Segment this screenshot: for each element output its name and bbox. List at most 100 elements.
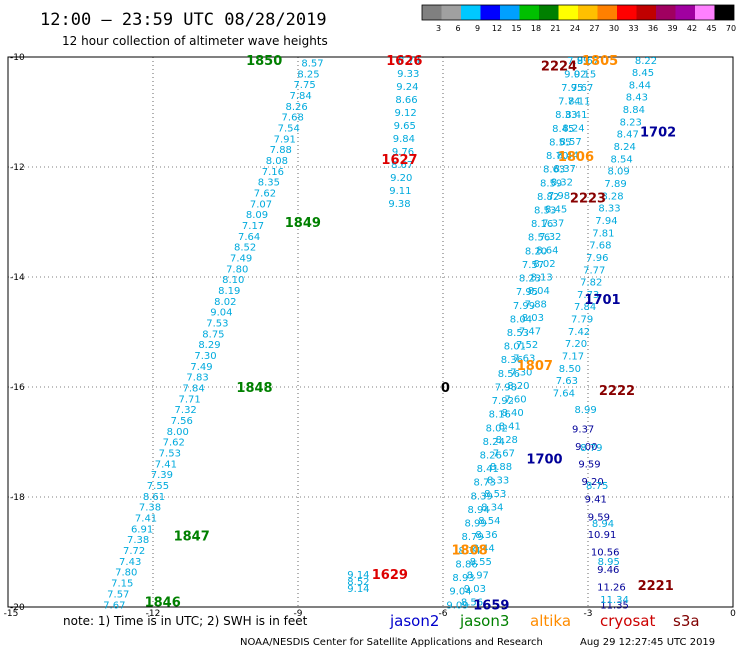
swh-value: 7.95 xyxy=(516,287,538,298)
pass-label: 1850 xyxy=(246,54,282,69)
footer-timestamp: Aug 29 12:27:45 UTC 2019 xyxy=(580,637,715,648)
swh-value: 9.12 xyxy=(395,108,417,119)
swh-value: 8.43 xyxy=(626,93,648,104)
swh-value: 8.97 xyxy=(467,570,489,581)
chart-subtitle: 12 hour collection of altimeter wave hei… xyxy=(62,34,328,48)
colorbar-label: 36 xyxy=(648,24,658,33)
swh-tracks: 8.578.257.757.848.267.687.547.917.888.08… xyxy=(103,56,657,612)
swh-value: 7.17 xyxy=(242,221,264,232)
swh-value: 7.68 xyxy=(282,113,304,124)
swh-value: 9.00 xyxy=(575,442,597,453)
swh-value: 8.11 xyxy=(568,96,590,107)
swh-value: 8.52 xyxy=(347,577,369,588)
swh-value: 7.99 xyxy=(567,56,589,67)
swh-value: 7.52 xyxy=(516,340,538,351)
colorbar-label: 3 xyxy=(436,24,441,33)
swh-value: 8.22 xyxy=(635,56,657,67)
x-tick-label: -12 xyxy=(146,609,161,619)
swh-value: 7.95 xyxy=(561,83,583,94)
swh-value: 7.32 xyxy=(175,405,197,416)
pass-label: 1846 xyxy=(145,596,181,611)
swh-value: 8.79 xyxy=(461,532,483,543)
satellite-legend-item: jason3 xyxy=(459,612,509,630)
swh-value: 7.84 xyxy=(289,91,311,102)
swh-value: 7.64 xyxy=(238,232,260,243)
swh-value: 7.41 xyxy=(155,459,177,470)
swh-value: 8.95 xyxy=(598,557,620,568)
swh-value: 8.34 xyxy=(481,503,503,514)
x-tick-label: -9 xyxy=(294,609,303,619)
swh-value: 8.64 xyxy=(536,245,558,256)
swh-value: 8.29 xyxy=(198,340,220,351)
swh-value: 9.04 xyxy=(449,587,471,598)
swh-value: 7.30 xyxy=(194,351,216,362)
swh-value: 7.43 xyxy=(119,557,141,568)
swh-value: 8.33 xyxy=(487,476,509,487)
colorbar-label: 21 xyxy=(550,24,560,33)
swh-value: 7.07 xyxy=(250,199,272,210)
pass-label: 1807 xyxy=(517,359,553,374)
swh-value: 7.67 xyxy=(571,83,593,94)
swh-value: 8.57 xyxy=(301,59,323,70)
pass-label: 1847 xyxy=(174,530,210,545)
swh-value: 8.94 xyxy=(468,505,490,516)
swh-value: 7.54 xyxy=(278,124,300,135)
swh-value: 7.17 xyxy=(562,352,584,363)
swh-value: 9.84 xyxy=(393,134,415,145)
pass-label: 2224 xyxy=(541,59,577,74)
swh-value: 8.08 xyxy=(266,156,288,167)
swh-value: 8.41 xyxy=(477,464,499,475)
colorbar-label: 33 xyxy=(628,24,638,33)
swh-value: 8.33 xyxy=(555,110,577,121)
y-tick-label: -16 xyxy=(10,383,25,393)
swh-value: 7.91 xyxy=(274,134,296,145)
pass-label: 1702 xyxy=(640,125,676,140)
pass-label: 1805 xyxy=(582,54,618,69)
swh-value: 8.79 xyxy=(580,443,602,454)
swh-value: 7.98 xyxy=(495,382,517,393)
swh-value: 8.55 xyxy=(470,557,492,568)
swh-value: 8.66 xyxy=(395,95,417,106)
pass-label: 1808 xyxy=(451,543,487,558)
swh-value: 8.44 xyxy=(472,543,494,554)
colorbar-swatch xyxy=(539,5,559,20)
colorbar-label: 27 xyxy=(589,24,599,33)
swh-value: 7.67 xyxy=(103,600,125,611)
pass-label: 1626 xyxy=(386,54,422,69)
swh-value: 8.02 xyxy=(533,259,555,270)
swh-value: 8.53 xyxy=(534,205,556,216)
swh-value: 8.56 xyxy=(461,598,483,609)
swh-value: 10.91 xyxy=(588,530,617,541)
plot-border xyxy=(7,56,734,608)
x-tick-label: -6 xyxy=(439,609,448,619)
swh-value: 9.46 xyxy=(597,565,619,576)
swh-value: 7.39 xyxy=(151,470,173,481)
colorbar-swatch xyxy=(519,5,539,20)
colorbar-label: 39 xyxy=(667,24,677,33)
swh-value: 9.02 xyxy=(564,69,586,80)
swh-value: 7.49 xyxy=(190,362,212,373)
swh-value: 8.23 xyxy=(620,117,642,128)
swh-value: 8.25 xyxy=(297,69,319,80)
swh-value: 9.59 xyxy=(588,512,610,523)
swh-value: 8.53 xyxy=(484,489,506,500)
swh-value: 7.57 xyxy=(522,260,544,271)
swh-value: 8.75 xyxy=(202,329,224,340)
satellite-legend-item: s3a xyxy=(673,612,700,630)
swh-value: 7.96 xyxy=(586,253,608,264)
swh-value: 8.36 xyxy=(501,355,523,366)
pass-label: 1848 xyxy=(236,381,272,396)
pass-label: 1659 xyxy=(473,598,509,613)
swh-value: 7.67 xyxy=(493,449,515,460)
swh-value: 8.88 xyxy=(490,462,512,473)
swh-value: 9.11 xyxy=(389,186,411,197)
pass-label: 2223 xyxy=(570,191,606,206)
swh-value: 7.68 xyxy=(589,241,611,252)
colorbar-label: 15 xyxy=(511,24,521,33)
swh-value: 9.09 xyxy=(446,600,468,611)
colorbar-label: 70 xyxy=(726,24,736,33)
x-tick-label: -15 xyxy=(4,609,19,619)
swh-value: 7.63 xyxy=(556,376,578,387)
axis-ticks: -15 -12 -9 -6 -3 0 -10 -12 -14 -16 -18 -20 xyxy=(4,53,736,619)
